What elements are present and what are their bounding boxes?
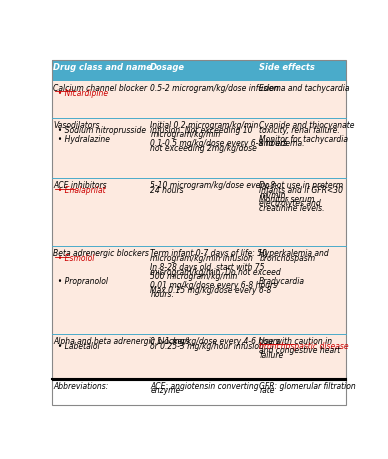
Text: infusion. Not exceeding 10: infusion. Not exceeding 10 [150, 125, 253, 134]
Text: Vasodilators: Vasodilators [53, 121, 99, 130]
Bar [258, 179, 346, 247]
Text: 24 hours: 24 hours [150, 185, 184, 195]
Text: ACE inhibitors: ACE inhibitors [53, 181, 107, 190]
Text: ACE: angiotensin converting: ACE: angiotensin converting [150, 381, 259, 390]
Bar [52, 61, 149, 82]
Text: Monitor serum: Monitor serum [259, 195, 315, 203]
Bar [149, 247, 258, 334]
Text: Calcium channel blocker: Calcium channel blocker [53, 84, 147, 93]
Bar [258, 61, 346, 82]
Bar [149, 334, 258, 379]
Text: infants and if GFR<30: infants and if GFR<30 [259, 185, 343, 195]
Bar [149, 179, 258, 247]
Text: • Propranolol: • Propranolol [53, 276, 108, 285]
Text: Edema and tachycardia: Edema and tachycardia [259, 84, 350, 93]
Text: Dosage: Dosage [150, 63, 185, 72]
Text: • Nicardipine: • Nicardipine [53, 89, 108, 97]
Text: failure: failure [259, 350, 284, 359]
Text: • Labetalol: • Labetalol [53, 341, 100, 350]
Bar [149, 379, 258, 414]
Bar [52, 82, 149, 118]
Bar [52, 118, 149, 179]
Text: 0.01 mg/kg/dose every 6-8 hours: 0.01 mg/kg/dose every 6-8 hours [150, 280, 277, 290]
Bar [149, 118, 258, 179]
Text: creatinine levels.: creatinine levels. [259, 204, 325, 213]
Text: 5-10 microgram/kg/dose every 8-: 5-10 microgram/kg/dose every 8- [150, 181, 278, 190]
Text: Max 0.15 mg/kg/dose every 6-8: Max 0.15 mg/kg/dose every 6-8 [150, 285, 272, 294]
Text: toxicity, renal failure.: toxicity, renal failure. [259, 125, 340, 134]
Text: not exceeding 2mg/kg/dose: not exceeding 2mg/kg/dose [150, 143, 257, 152]
Bar [52, 247, 149, 334]
Text: GFR: glomerular filtration: GFR: glomerular filtration [259, 381, 356, 390]
Text: • Enalaprilat: • Enalaprilat [53, 185, 106, 195]
Text: • Sodium nitroprusside: • Sodium nitroprusside [53, 125, 146, 134]
Bar [258, 118, 346, 179]
Text: rate: rate [259, 386, 275, 394]
Text: and edema.: and edema. [259, 139, 305, 148]
Bar [52, 334, 149, 379]
Text: • Hydralazine: • Hydralazine [53, 134, 110, 143]
Text: 0.1-1 mg/kg/dose every 4-6 hours: 0.1-1 mg/kg/dose every 4-6 hours [150, 336, 280, 345]
Text: In 8-28 days old, start with 75: In 8-28 days old, start with 75 [150, 263, 265, 271]
Text: microgram/kg/min infusion: microgram/kg/min infusion [150, 253, 253, 263]
Bar [52, 179, 149, 247]
Text: microgram/kg/min. Do not exceed: microgram/kg/min. Do not exceed [150, 267, 281, 276]
Text: Side effects: Side effects [259, 63, 315, 72]
Text: • Esmolol: • Esmolol [53, 253, 94, 263]
Text: Beta adrenergic blockers: Beta adrenergic blockers [53, 249, 149, 258]
Bar [149, 61, 258, 82]
Text: Alpha and beta adrenergic blockers: Alpha and beta adrenergic blockers [53, 336, 189, 345]
Text: ml/min.: ml/min. [259, 190, 288, 199]
Text: Do not use in preterm: Do not use in preterm [259, 181, 343, 190]
Text: microgram/kg/min: microgram/kg/min [150, 130, 221, 139]
Text: or 0.25-3 mg/kg/hour infusion: or 0.25-3 mg/kg/hour infusion [150, 341, 264, 350]
Bar [149, 82, 258, 118]
Text: hours.: hours. [150, 290, 174, 299]
Text: 0.5-2 microgram/kg/dose infusion: 0.5-2 microgram/kg/dose infusion [150, 84, 279, 93]
Text: 500 microgram/kg/min: 500 microgram/kg/min [150, 272, 237, 280]
Text: Use with caution in: Use with caution in [259, 336, 333, 345]
Text: Cyanide and thiocyanate: Cyanide and thiocyanate [259, 121, 355, 130]
Text: Drug class and name: Drug class and name [53, 63, 152, 72]
Text: Monitor for tachycardia: Monitor for tachycardia [259, 134, 348, 143]
Text: Bradycardia: Bradycardia [259, 276, 305, 285]
Text: bronchospasm: bronchospasm [259, 253, 315, 263]
Bar [258, 82, 346, 118]
Text: electrolytes and: electrolytes and [259, 199, 321, 208]
Text: Abbreviations:: Abbreviations: [53, 381, 108, 390]
Text: enzyme: enzyme [150, 386, 180, 394]
Text: Initial 0.2 microgram/kg/min: Initial 0.2 microgram/kg/min [150, 121, 259, 130]
Bar [52, 379, 149, 414]
Bar [258, 334, 346, 379]
Bar [258, 247, 346, 334]
Text: Hyperkalemia and: Hyperkalemia and [259, 249, 329, 258]
Text: bronchospastic disease: bronchospastic disease [259, 341, 349, 350]
Text: Term infant 0-7 days of life: 50: Term infant 0-7 days of life: 50 [150, 249, 267, 258]
Bar [258, 379, 346, 414]
Text: and congestive heart: and congestive heart [259, 345, 341, 354]
Text: 0.1-0.5 mg/kg/dose every 6-8 hours: 0.1-0.5 mg/kg/dose every 6-8 hours [150, 139, 288, 148]
